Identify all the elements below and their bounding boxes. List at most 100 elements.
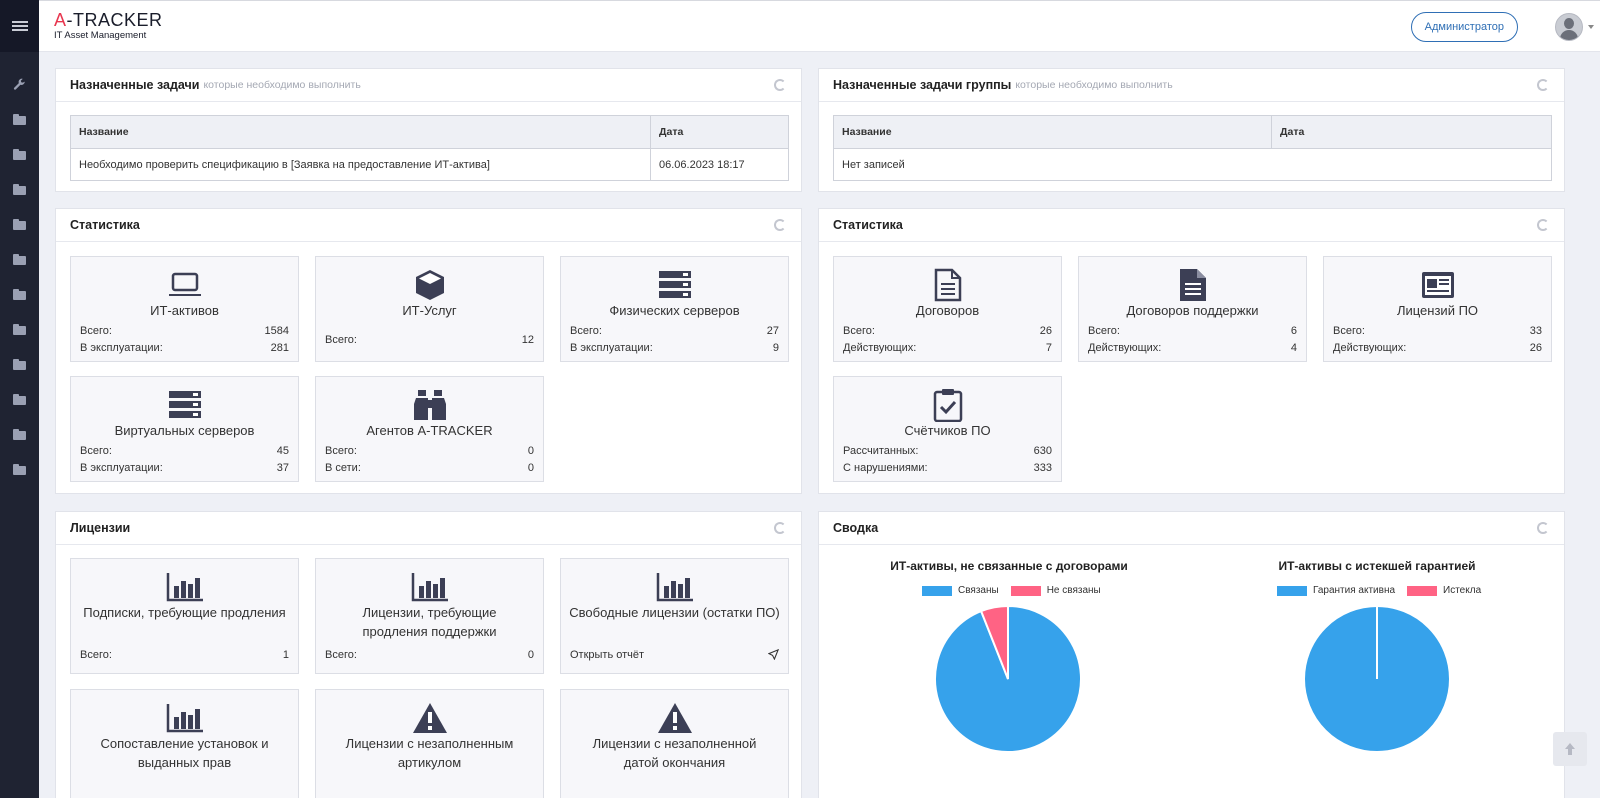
row-value: 45 [276, 445, 289, 457]
row-value: 6 [1290, 325, 1297, 337]
refresh-icon[interactable] [774, 219, 786, 231]
card-title: Свободные лицензии (остатки ПО) [569, 605, 780, 620]
row-value: 33 [1529, 325, 1542, 337]
card-title: Договоров [915, 303, 980, 318]
sidebar-item-folder-1[interactable] [0, 102, 39, 138]
column-header-name[interactable]: Название [70, 115, 651, 149]
panel-subtitle: которые необходимо выполнить [1015, 79, 1173, 91]
report-card-free-licenses[interactable]: Свободные лицензии (остатки ПО) Открыть … [560, 558, 789, 674]
card-title: ИТ-активов [150, 303, 219, 318]
sidebar-item-folder-6[interactable] [0, 277, 39, 313]
sidebar-item-folder-4[interactable] [0, 207, 39, 243]
scroll-to-top-button[interactable] [1553, 732, 1587, 766]
sidebar-item-settings[interactable] [0, 66, 39, 102]
refresh-icon[interactable] [774, 522, 786, 534]
pie-chart-warranty [1303, 605, 1451, 753]
table-row[interactable]: Необходимо проверить спецификацию в [Зая… [70, 148, 789, 181]
bar-chart-icon [411, 573, 448, 602]
stat-card-licenses[interactable]: Лицензий ПО Всего: 33 Действующих: 26 [1323, 256, 1552, 362]
stat-card-contracts[interactable]: Договоров Всего: 26 Действующих: 7 [833, 256, 1062, 362]
refresh-icon[interactable] [1537, 79, 1549, 91]
report-card-support-renewal[interactable]: Лицензии, требующие продления поддержки … [315, 558, 544, 674]
refresh-icon[interactable] [1537, 219, 1549, 231]
empty-message: Нет записей [833, 148, 1552, 181]
row-value: 0 [527, 462, 534, 474]
user-role-button[interactable]: Администратор [1410, 12, 1518, 42]
chart-title: ИТ-активы, не связанные с договорами [890, 559, 1128, 573]
row-label: Всего: [80, 325, 112, 337]
stat-card-virtual-servers[interactable]: Виртуальных серверов Всего: 45 В эксплуат… [70, 376, 299, 482]
legend-item[interactable]: Не связаны [1010, 585, 1101, 596]
stat-card-software-counters[interactable]: Счётчиков ПО Рассчитанных: 630 С нарушени… [833, 376, 1062, 482]
refresh-icon[interactable] [1537, 522, 1549, 534]
card-title: ИТ-Услуг [402, 303, 457, 318]
row-label: Действующих: [1088, 342, 1162, 354]
stat-card-agents[interactable]: Агентов A-TRACKER Всего: 0 В сети: 0 [315, 376, 544, 482]
row-value: 630 [1033, 445, 1052, 457]
legend-item[interactable]: Гарантия активна [1277, 585, 1395, 596]
row-label: Всего: [325, 445, 357, 457]
task-name[interactable]: Необходимо проверить спецификацию в [Зая… [70, 148, 651, 181]
legend-item[interactable]: Истекла [1407, 585, 1481, 596]
menu-toggle-button[interactable] [0, 0, 39, 52]
sidebar-item-folder-5[interactable] [0, 242, 39, 278]
sidebar-item-folder-10[interactable] [0, 417, 39, 453]
licenses-panel: Лицензии Подписки, требующие продления В… [55, 511, 802, 798]
card-title: Лицензии с незаполненным артикулом [345, 736, 514, 770]
row-value: 1584 [264, 325, 289, 337]
bar-chart-icon [656, 573, 693, 602]
task-date: 06.06.2023 18:17 [650, 148, 789, 181]
row-value: 9 [772, 342, 779, 354]
app-logo[interactable]: A-TRACKER IT Asset Management [54, 11, 163, 41]
open-report-link[interactable]: Открыть отчёт [570, 649, 645, 661]
stat-card-services[interactable]: ИТ-Услуг Всего: 12 [315, 256, 544, 362]
bar-chart-icon [166, 573, 203, 602]
row-value: 12 [521, 334, 534, 346]
binoculars-icon [413, 390, 446, 420]
document-filled-icon [1179, 269, 1206, 301]
card-title: Сопоставление установок и выданных прав [100, 736, 269, 770]
report-card-subscriptions[interactable]: Подписки, требующие продления Всего: 1 [70, 558, 299, 674]
row-label: Всего: [843, 325, 875, 337]
folder-icon [13, 288, 26, 300]
stat-card-physical-servers[interactable]: Физических серверов Всего: 27 В эксплуата… [560, 256, 789, 362]
sidebar-item-folder-8[interactable] [0, 347, 39, 383]
card-title: Физических серверов [609, 303, 740, 318]
clipboard-check-icon [933, 389, 962, 422]
row-label: В эксплуатации: [80, 462, 163, 474]
sidebar [0, 0, 39, 798]
legend-label: Гарантия активна [1313, 585, 1396, 596]
avatar[interactable] [1555, 13, 1583, 41]
chart-legend: Гарантия активна Истекла [1277, 585, 1493, 596]
row-label: В сети: [325, 462, 361, 474]
chart-title: ИТ-активы с истекшей гарантией [1278, 559, 1476, 573]
stat-card-assets[interactable]: ИТ-активов Всего: 1584 В эксплуатации: 281 [70, 256, 299, 362]
card-title: Лицензии с незаполненной датой окончания [592, 736, 757, 770]
report-card-install-mapping[interactable]: Сопоставление установок и выданных прав [70, 689, 299, 798]
folder-icon [13, 253, 26, 265]
sidebar-item-folder-2[interactable] [0, 137, 39, 173]
legend-item[interactable]: Связаны [922, 585, 999, 596]
send-icon[interactable] [768, 649, 779, 660]
sidebar-item-folder-7[interactable] [0, 312, 39, 348]
stat-card-support-contracts[interactable]: Договоров поддержки Всего: 6 Действующих:… [1078, 256, 1307, 362]
wrench-icon [13, 78, 25, 90]
server-icon [168, 391, 201, 418]
refresh-icon[interactable] [774, 79, 786, 91]
summary-panel: Сводка ИТ-активы, не связанные с договор… [818, 511, 1565, 798]
laptop-icon [168, 272, 201, 296]
panel-subtitle: которые необходимо выполнить [203, 79, 361, 91]
column-header-date[interactable]: Дата [650, 115, 789, 149]
folder-icon [13, 358, 26, 370]
panel-title: Статистика [833, 218, 903, 232]
sidebar-item-folder-11[interactable] [0, 452, 39, 488]
column-header-date[interactable]: Дата [1271, 115, 1552, 149]
sidebar-item-folder-3[interactable] [0, 172, 39, 208]
warning-icon [657, 703, 692, 733]
column-header-name[interactable]: Название [833, 115, 1272, 149]
sidebar-item-folder-9[interactable] [0, 382, 39, 418]
report-card-missing-end-date[interactable]: Лицензии с незаполненной датой окончания [560, 689, 789, 798]
chevron-down-icon[interactable] [1588, 25, 1594, 29]
report-card-missing-sku[interactable]: Лицензии с незаполненным артикулом [315, 689, 544, 798]
row-value: 7 [1045, 342, 1052, 354]
